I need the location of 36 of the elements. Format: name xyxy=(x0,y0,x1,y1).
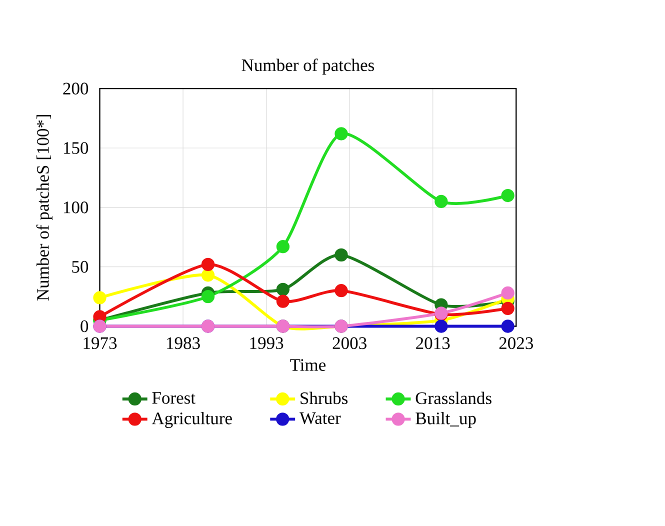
chart-title: Number of patches xyxy=(242,58,374,75)
y-tick-label: 150 xyxy=(64,142,88,154)
y-tick-label: 200 xyxy=(63,82,88,95)
x-tick-label: 1973 xyxy=(84,337,117,350)
x-axis-title: Time xyxy=(290,359,326,372)
legend-label: Shrubs xyxy=(300,392,348,404)
y-tick-label: 50 xyxy=(72,261,88,273)
point xyxy=(501,320,514,333)
x-tick-label: 2003 xyxy=(332,337,366,350)
point xyxy=(334,284,348,298)
point xyxy=(276,240,290,254)
point xyxy=(434,195,448,208)
y-axis-title: Number of patcheS [100*] xyxy=(36,115,52,301)
x-tick-label: 2013 xyxy=(416,337,450,350)
y-tick-label: 100 xyxy=(64,202,88,214)
y-tick-label: 0 xyxy=(80,320,88,332)
x-tick-label: 1983 xyxy=(167,337,200,350)
point xyxy=(501,302,514,316)
point xyxy=(334,248,348,262)
point xyxy=(501,189,514,202)
legend-label: Agriculture xyxy=(152,412,232,428)
point xyxy=(201,258,215,272)
point xyxy=(93,291,106,304)
point xyxy=(434,320,448,333)
point xyxy=(201,268,215,282)
legend-label: Grasslands xyxy=(416,392,492,404)
point xyxy=(201,290,215,304)
point xyxy=(334,127,348,140)
point xyxy=(501,286,514,300)
legend-label: Water xyxy=(299,412,341,424)
legend-label: Forest xyxy=(152,392,196,404)
legend-label: Built_up xyxy=(416,412,476,428)
x-tick-label: 2023 xyxy=(499,337,533,350)
x-tick-label: 1993 xyxy=(250,337,284,350)
point xyxy=(276,282,290,296)
point xyxy=(276,294,290,308)
